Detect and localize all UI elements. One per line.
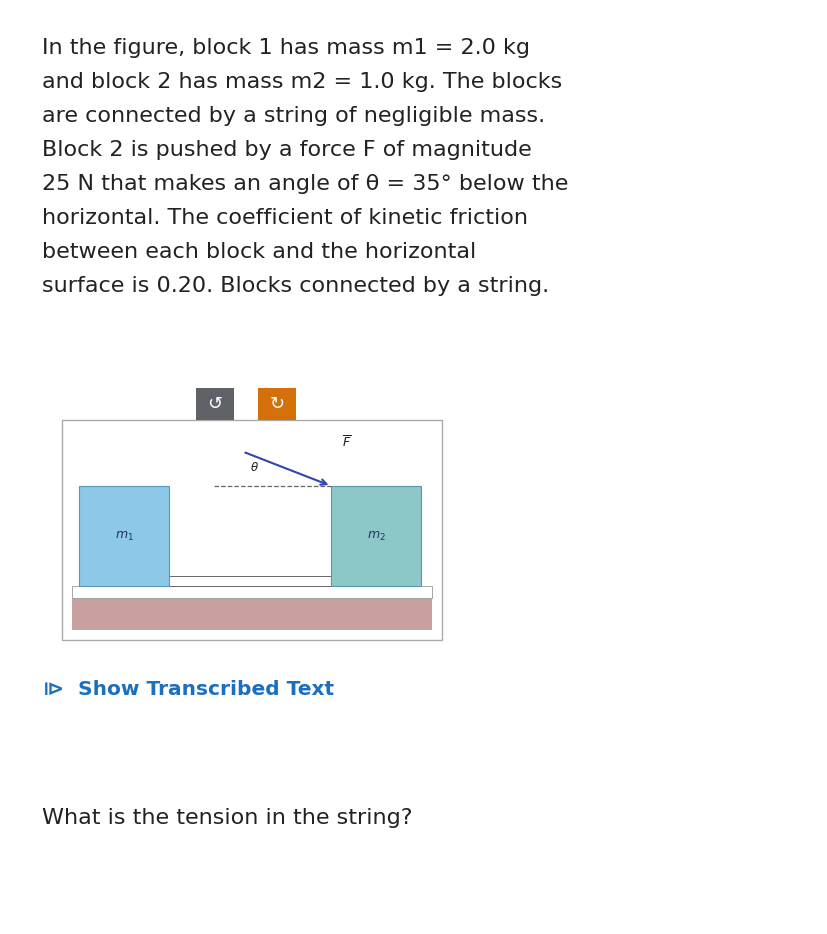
Text: In the figure, block 1 has mass m1 = 2.0 kg: In the figure, block 1 has mass m1 = 2.0… bbox=[42, 38, 529, 58]
Text: $m_1$: $m_1$ bbox=[115, 530, 133, 543]
Text: horizontal. The coefficient of kinetic friction: horizontal. The coefficient of kinetic f… bbox=[42, 208, 528, 228]
Text: 25 N that makes an angle of θ = 35° below the: 25 N that makes an angle of θ = 35° belo… bbox=[42, 174, 567, 194]
Text: and block 2 has mass m2 = 1.0 kg. The blocks: and block 2 has mass m2 = 1.0 kg. The bl… bbox=[42, 72, 562, 92]
Bar bbox=[79, 486, 169, 586]
Text: ↻: ↻ bbox=[269, 395, 284, 413]
Bar bbox=[62, 420, 442, 640]
Text: $m_2$: $m_2$ bbox=[366, 530, 385, 543]
Text: $\overline{F}$: $\overline{F}$ bbox=[342, 434, 351, 450]
Bar bbox=[72, 598, 432, 630]
Text: What is the tension in the string?: What is the tension in the string? bbox=[42, 808, 412, 828]
Bar bbox=[258, 388, 295, 420]
Bar bbox=[72, 586, 432, 598]
Bar bbox=[169, 576, 331, 586]
Bar bbox=[331, 486, 421, 586]
Text: surface is 0.20. Blocks connected by a string.: surface is 0.20. Blocks connected by a s… bbox=[42, 276, 548, 296]
Text: ⧐  Show Transcribed Text: ⧐ Show Transcribed Text bbox=[43, 680, 334, 699]
Text: $\theta$: $\theta$ bbox=[250, 461, 259, 474]
Text: between each block and the horizontal: between each block and the horizontal bbox=[42, 242, 476, 262]
Text: are connected by a string of negligible mass.: are connected by a string of negligible … bbox=[42, 106, 544, 126]
Text: ↺: ↺ bbox=[208, 395, 222, 413]
Bar bbox=[196, 388, 234, 420]
Text: Block 2 is pushed by a force F of magnitude: Block 2 is pushed by a force F of magnit… bbox=[42, 140, 531, 160]
